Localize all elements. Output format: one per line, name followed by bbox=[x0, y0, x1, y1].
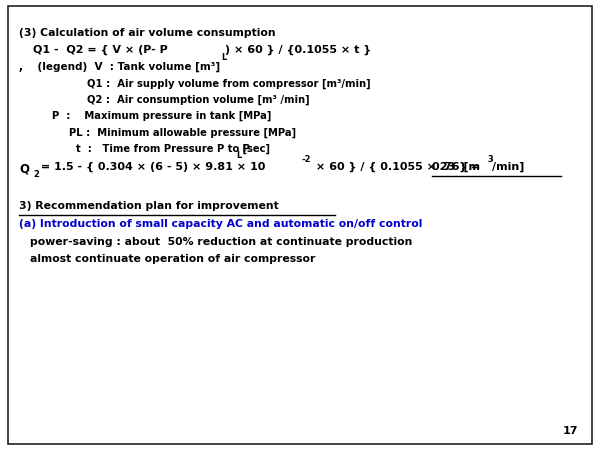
Text: [sec]: [sec] bbox=[239, 144, 271, 154]
Text: P  :    Maximum pressure in tank [MPa]: P : Maximum pressure in tank [MPa] bbox=[52, 111, 272, 122]
Text: t  :   Time from Pressure P to P: t : Time from Pressure P to P bbox=[76, 144, 250, 154]
Text: 2: 2 bbox=[33, 170, 39, 179]
Text: 3) Recommendation plan for improvement: 3) Recommendation plan for improvement bbox=[19, 201, 279, 211]
Text: 0.76 [m: 0.76 [m bbox=[432, 162, 480, 172]
Text: power-saving : about  50% reduction at continuate production: power-saving : about 50% reduction at co… bbox=[30, 237, 412, 247]
Text: Q: Q bbox=[19, 162, 29, 175]
Text: (a) Introduction of small capacity AC and automatic on/off control: (a) Introduction of small capacity AC an… bbox=[19, 219, 422, 229]
Text: ) × 60 } / {0.1055 × t }: ) × 60 } / {0.1055 × t } bbox=[225, 45, 371, 55]
Text: PL :  Minimum allowable pressure [MPa]: PL : Minimum allowable pressure [MPa] bbox=[69, 127, 296, 138]
Text: L: L bbox=[236, 151, 241, 160]
Text: almost continuate operation of air compressor: almost continuate operation of air compr… bbox=[30, 254, 316, 264]
Text: ,    (legend)  V  : Tank volume [m³]: , (legend) V : Tank volume [m³] bbox=[19, 62, 220, 72]
Text: 3: 3 bbox=[488, 155, 494, 164]
Text: = 1.5 - { 0.304 × (6 - 5) × 9.81 × 10: = 1.5 - { 0.304 × (6 - 5) × 9.81 × 10 bbox=[37, 162, 266, 172]
Text: (3) Calculation of air volume consumption: (3) Calculation of air volume consumptio… bbox=[19, 28, 276, 38]
Text: × 60 } / { 0.1055 × 23 } =: × 60 } / { 0.1055 × 23 } = bbox=[312, 162, 484, 172]
Text: -2: -2 bbox=[302, 155, 311, 164]
Text: L: L bbox=[221, 53, 226, 62]
Text: 17: 17 bbox=[562, 427, 578, 436]
Text: Q1 -  Q2 = { V × (P- P: Q1 - Q2 = { V × (P- P bbox=[33, 45, 168, 55]
Text: Q2 :  Air consumption volume [m³ /min]: Q2 : Air consumption volume [m³ /min] bbox=[87, 94, 310, 105]
Text: Q1 :  Air supply volume from compressor [m³/min]: Q1 : Air supply volume from compressor [… bbox=[87, 79, 371, 89]
Text: /min]: /min] bbox=[492, 162, 524, 172]
